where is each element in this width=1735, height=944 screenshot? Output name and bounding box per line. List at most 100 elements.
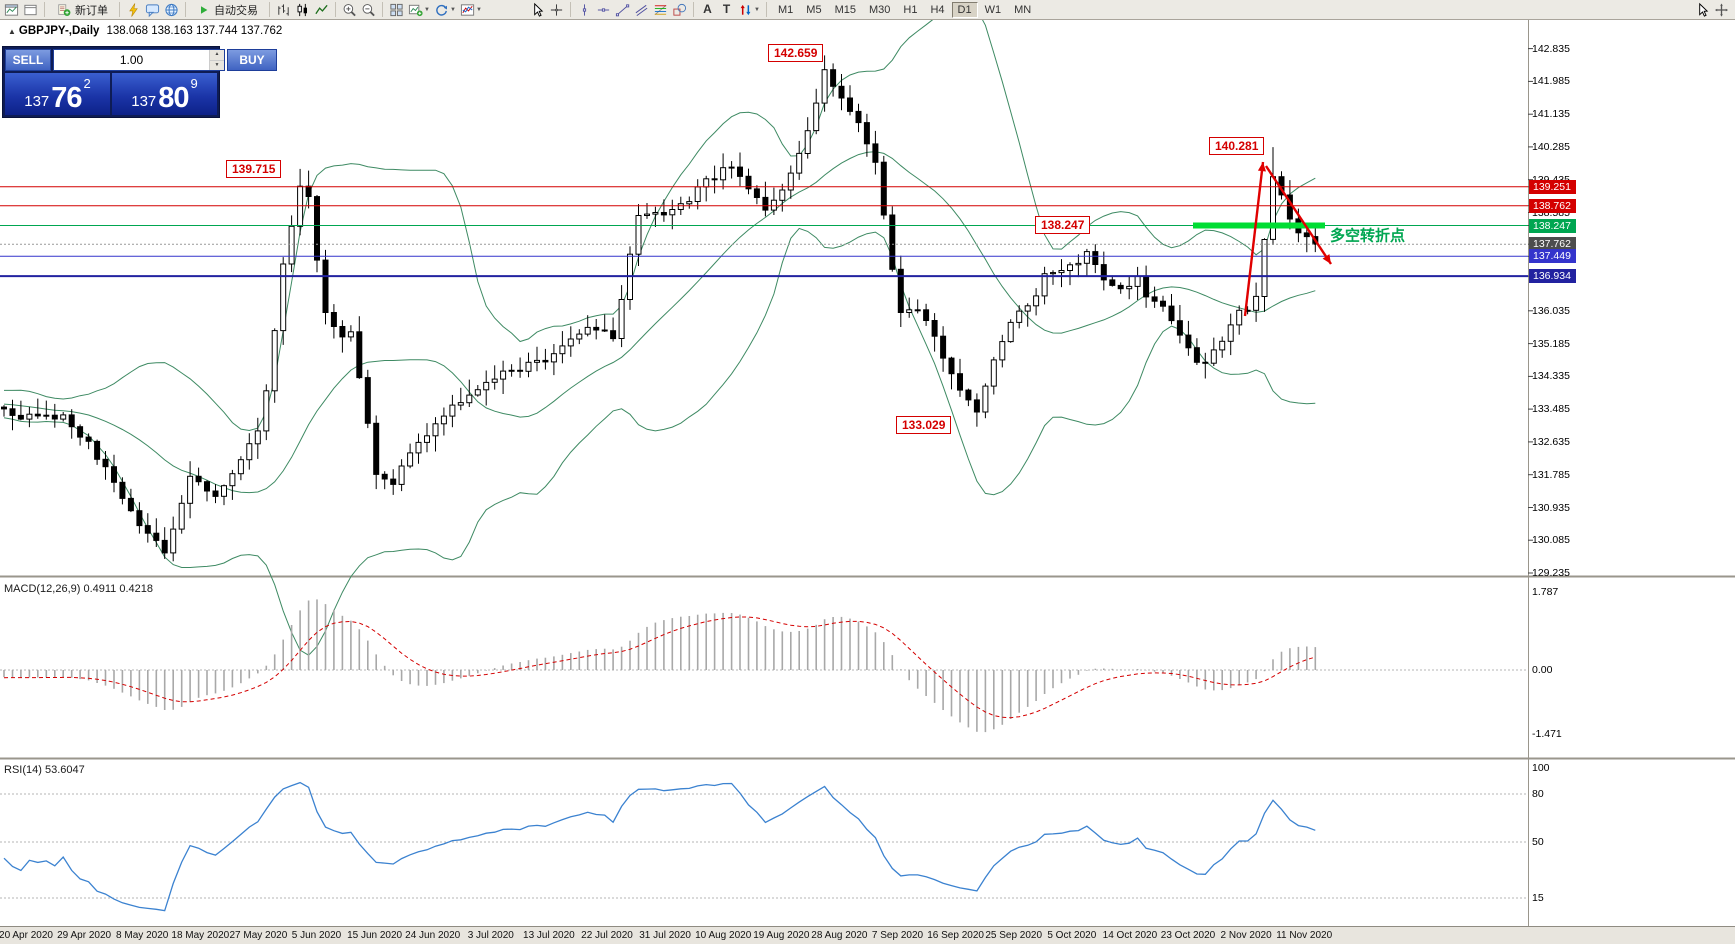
cursor-icon[interactable] bbox=[529, 1, 546, 18]
price-annotation[interactable]: 139.715 bbox=[226, 160, 282, 178]
timeframe-d1[interactable]: D1 bbox=[951, 1, 978, 18]
rsi-scale-label: 100 bbox=[1532, 762, 1550, 774]
date-label: 29 Apr 2020 bbox=[57, 930, 112, 941]
price-level-tag: 138.762 bbox=[1529, 198, 1576, 213]
indicators-icon[interactable]: ▼ bbox=[459, 1, 483, 18]
bars-icon[interactable] bbox=[275, 1, 292, 18]
time-scale[interactable]: 20 Apr 2020 29 Apr 2020 8 May 2020 18 May 2… bbox=[0, 926, 1735, 944]
date-label: 28 Aug 2020 bbox=[811, 930, 868, 941]
rsi-label: RSI(14) 53.6047 bbox=[4, 764, 85, 776]
chat-icon[interactable] bbox=[144, 1, 161, 18]
date-label: 11 Nov 2020 bbox=[1276, 930, 1333, 941]
sell-button[interactable]: SELL bbox=[5, 49, 51, 71]
hline-icon[interactable] bbox=[595, 1, 612, 18]
new-order-button[interactable]: 新订单 bbox=[50, 1, 114, 19]
timeframe-m1[interactable]: M1 bbox=[772, 2, 799, 18]
auto-trading-button[interactable]: 自动交易 bbox=[191, 1, 264, 19]
buy-button[interactable]: BUY bbox=[227, 49, 277, 71]
date-label: 8 May 2020 bbox=[116, 930, 169, 941]
macd-scale-label: 1.787 bbox=[1532, 585, 1559, 598]
date-label: 16 Sep 2020 bbox=[927, 930, 984, 941]
timeframe-m15[interactable]: M15 bbox=[829, 2, 862, 18]
window-icon[interactable] bbox=[22, 1, 39, 18]
date-label: 27 May 2020 bbox=[229, 930, 288, 941]
price-tick-label: 130.085 bbox=[1532, 534, 1570, 547]
label-icon[interactable]: T bbox=[722, 2, 731, 16]
buy-price-point: 9 bbox=[190, 76, 198, 91]
vline-icon[interactable] bbox=[576, 1, 593, 18]
price-annotation[interactable]: 138.247 bbox=[1035, 216, 1091, 234]
buy-price-button[interactable]: 137 80 9 bbox=[112, 73, 217, 115]
timeframe-m30[interactable]: M30 bbox=[863, 2, 896, 18]
price-annotation[interactable]: 140.281 bbox=[1209, 137, 1265, 155]
macd-scale-label: 0.00 bbox=[1532, 664, 1553, 676]
date-label: 2 Nov 2020 bbox=[1220, 930, 1272, 941]
price-tick-label: 141.135 bbox=[1532, 108, 1570, 121]
timeframe-h1[interactable]: H1 bbox=[897, 2, 923, 18]
text-icon[interactable]: A bbox=[703, 2, 712, 16]
zoom-out-icon[interactable] bbox=[360, 1, 377, 18]
price-tick-label: 130.935 bbox=[1532, 501, 1570, 514]
sell-price-point: 2 bbox=[83, 76, 91, 91]
volume-down-button[interactable]: ▼ bbox=[210, 60, 224, 70]
price-tick-label: 135.185 bbox=[1532, 337, 1570, 350]
volume-up-button[interactable]: ▲ bbox=[210, 50, 224, 61]
candles-icon[interactable] bbox=[294, 1, 311, 18]
price-level-tag: 139.251 bbox=[1529, 179, 1576, 194]
new-chart-icon[interactable] bbox=[3, 1, 20, 18]
turning-point-label[interactable]: 多空转折点 bbox=[1330, 227, 1406, 245]
date-label: 25 Sep 2020 bbox=[985, 930, 1043, 941]
buy-price-big-figure: 137 bbox=[131, 93, 157, 110]
ohlc-values: 138.068 138.163 137.744 137.762 bbox=[106, 25, 283, 37]
date-label: 14 Oct 2020 bbox=[1102, 930, 1158, 941]
timeframe-m5[interactable]: M5 bbox=[800, 2, 827, 18]
cycle-icon[interactable]: ▼ bbox=[433, 1, 457, 18]
volume-stepper: ▲ ▼ bbox=[53, 49, 225, 71]
price-tick-label: 140.285 bbox=[1532, 140, 1570, 153]
price-tick-label: 132.635 bbox=[1532, 435, 1570, 448]
tile-windows-icon[interactable] bbox=[388, 1, 405, 18]
price-annotation[interactable]: 133.029 bbox=[896, 416, 952, 434]
timeframe-h4[interactable]: H4 bbox=[924, 2, 950, 18]
price-annotation[interactable]: 142.659 bbox=[768, 44, 824, 62]
trendline-icon[interactable] bbox=[614, 1, 631, 18]
date-label: 5 Oct 2020 bbox=[1047, 930, 1097, 941]
pan-icon[interactable] bbox=[1713, 1, 1730, 18]
shapes-icon[interactable] bbox=[671, 1, 688, 18]
lightning-icon[interactable] bbox=[125, 1, 142, 18]
zoom-in-icon[interactable] bbox=[341, 1, 358, 18]
date-label: 23 Oct 2020 bbox=[1160, 930, 1216, 941]
date-label: 18 May 2020 bbox=[171, 930, 230, 941]
timeframe-w1[interactable]: W1 bbox=[979, 2, 1008, 18]
buy-price-pips: 80 bbox=[158, 82, 189, 114]
volume-input[interactable] bbox=[54, 50, 209, 70]
pointer-icon[interactable] bbox=[1694, 1, 1711, 18]
price-level-tag: 138.247 bbox=[1529, 218, 1576, 233]
channel-icon[interactable] bbox=[633, 1, 650, 18]
timeframe-mn[interactable]: MN bbox=[1008, 2, 1037, 18]
arrows-icon[interactable]: ▼ bbox=[737, 1, 761, 18]
triangle-icon: ▲ bbox=[8, 27, 16, 36]
globe-icon[interactable] bbox=[163, 1, 180, 18]
date-label: 3 Jul 2020 bbox=[467, 930, 514, 941]
symbol-label: GBPJPY-,Daily bbox=[18, 25, 100, 37]
date-label: 5 Jun 2020 bbox=[291, 930, 342, 941]
date-label: 13 Jul 2020 bbox=[523, 930, 575, 941]
sell-price-button[interactable]: 137 76 2 bbox=[5, 73, 110, 115]
symbol-ohlc-readout: ▲ GBPJPY-,Daily 138.068 138.163 137.744 13… bbox=[8, 25, 282, 37]
fibonacci-icon[interactable] bbox=[652, 1, 669, 18]
sell-price-pips: 76 bbox=[51, 82, 82, 114]
date-label: 31 Jul 2020 bbox=[639, 930, 691, 941]
new-chart-dropdown-icon[interactable]: ▼ bbox=[407, 1, 431, 18]
price-level-tag: 137.762 bbox=[1529, 237, 1576, 252]
date-label: 20 Apr 2020 bbox=[0, 930, 53, 941]
price-tick-label: 134.335 bbox=[1532, 370, 1570, 383]
macd-scale-label: -1.471 bbox=[1532, 728, 1562, 741]
rsi-scale-label: 80 bbox=[1532, 788, 1544, 800]
crosshair-icon[interactable] bbox=[548, 1, 565, 18]
price-tick-label: 142.835 bbox=[1532, 42, 1570, 55]
date-label: 24 Jun 2020 bbox=[405, 930, 461, 941]
line-chart-icon[interactable] bbox=[313, 1, 330, 18]
date-label: 22 Jul 2020 bbox=[581, 930, 633, 941]
